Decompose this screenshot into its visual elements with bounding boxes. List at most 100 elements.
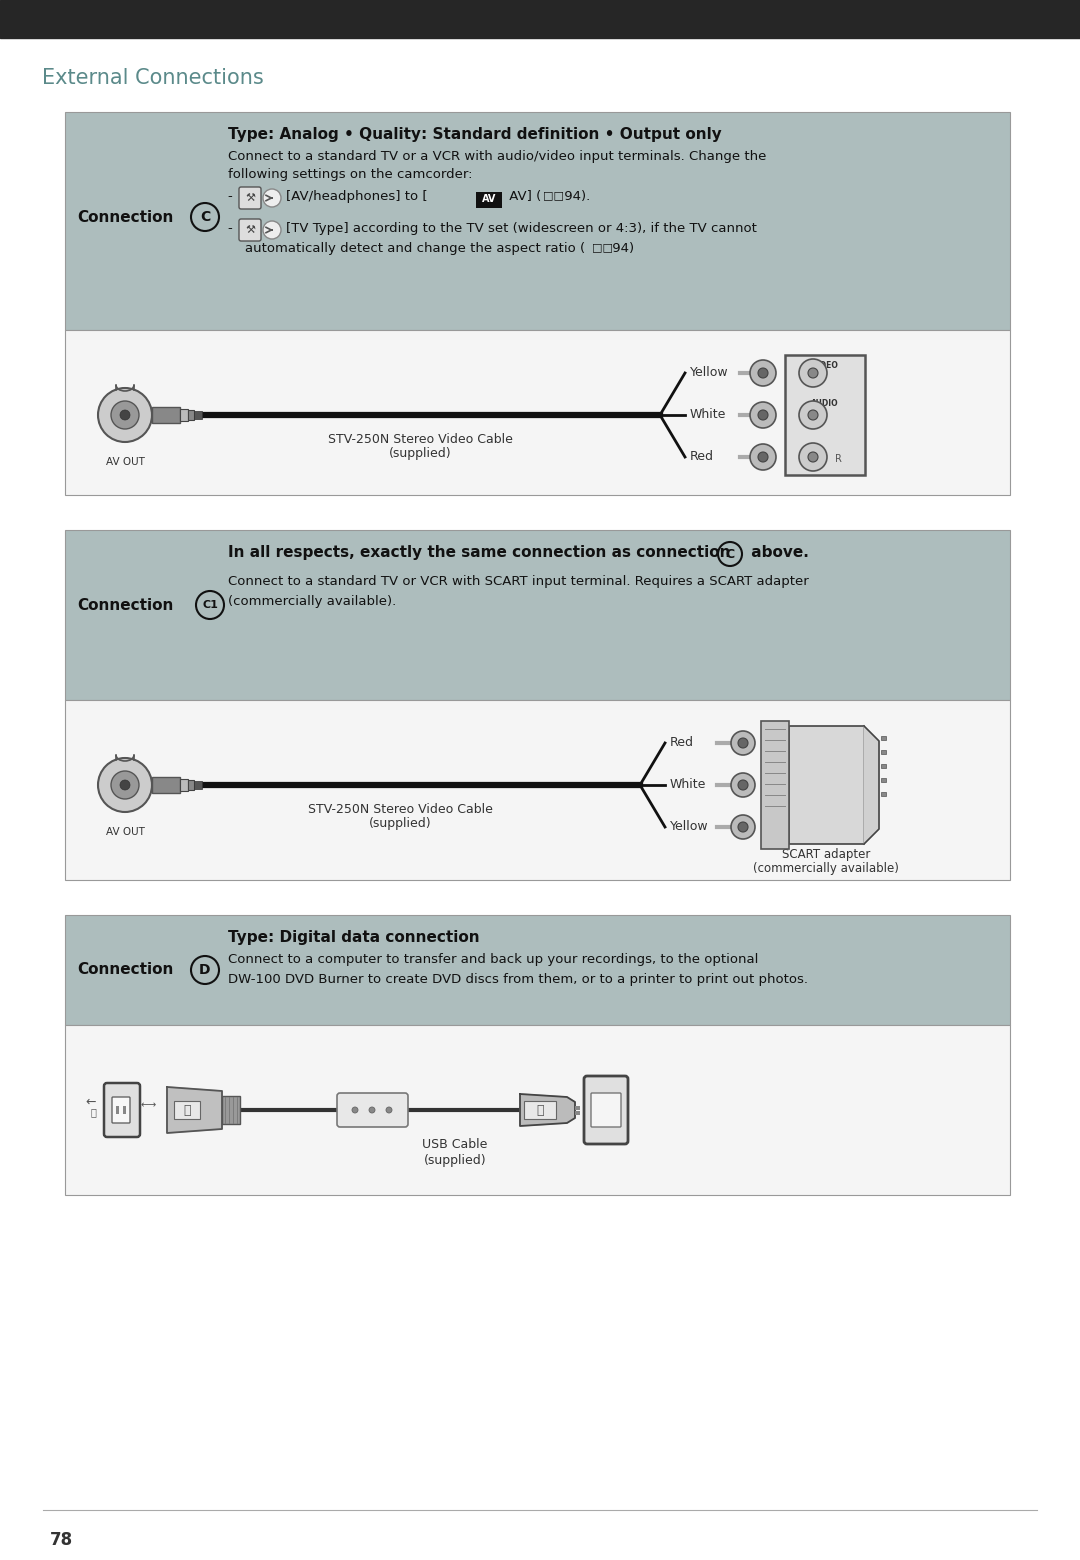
Text: USB Cable: USB Cable <box>422 1137 488 1151</box>
Text: Connect to a standard TV or VCR with SCART input terminal. Requires a SCART adap: Connect to a standard TV or VCR with SCA… <box>228 576 809 588</box>
FancyBboxPatch shape <box>584 1076 627 1143</box>
Text: C: C <box>726 548 734 560</box>
Circle shape <box>799 443 827 471</box>
FancyBboxPatch shape <box>337 1094 408 1126</box>
Text: Yellow: Yellow <box>670 821 708 833</box>
FancyBboxPatch shape <box>524 1101 556 1119</box>
Bar <box>65 331 1010 495</box>
Circle shape <box>758 410 768 420</box>
Circle shape <box>799 359 827 387</box>
Text: DW-100 DVD Burner to create DVD discs from them, or to a printer to print out ph: DW-100 DVD Burner to create DVD discs fr… <box>228 973 808 986</box>
Text: ⭘: ⭘ <box>184 1103 191 1117</box>
Circle shape <box>738 780 748 789</box>
Text: White: White <box>670 778 706 791</box>
Circle shape <box>369 1108 375 1112</box>
Bar <box>194 782 202 789</box>
Bar <box>116 1106 119 1114</box>
Circle shape <box>731 732 755 755</box>
Text: R: R <box>835 454 842 463</box>
Text: STV-250N Stereo Video Cable: STV-250N Stereo Video Cable <box>327 434 512 446</box>
Bar <box>881 750 886 753</box>
Bar <box>575 1111 580 1115</box>
Text: White: White <box>690 409 727 421</box>
Text: AUDIO: AUDIO <box>811 399 839 409</box>
Text: (commercially available): (commercially available) <box>753 863 899 875</box>
Text: 94): 94) <box>608 242 634 254</box>
Text: ←: ← <box>85 1095 95 1109</box>
Text: [TV Type] according to the TV set (widescreen or 4:3), if the TV cannot: [TV Type] according to the TV set (wides… <box>286 222 757 236</box>
FancyBboxPatch shape <box>104 1083 140 1137</box>
Text: ⭘: ⭘ <box>537 1103 543 1117</box>
Circle shape <box>98 388 152 441</box>
Circle shape <box>111 771 139 799</box>
Bar <box>0 0 1080 37</box>
Bar <box>575 1106 580 1111</box>
Text: C1: C1 <box>202 601 218 610</box>
Circle shape <box>731 774 755 797</box>
Circle shape <box>808 410 818 420</box>
Circle shape <box>120 780 130 789</box>
Circle shape <box>758 452 768 462</box>
Text: ⊕: ⊕ <box>184 1103 194 1117</box>
Circle shape <box>758 368 768 378</box>
Text: (supplied): (supplied) <box>423 1154 486 1167</box>
Text: [AV/headphones] to [: [AV/headphones] to [ <box>286 190 428 203</box>
FancyBboxPatch shape <box>239 218 261 240</box>
Circle shape <box>264 189 281 207</box>
Circle shape <box>738 822 748 831</box>
Text: C: C <box>200 211 211 225</box>
Text: (supplied): (supplied) <box>389 448 451 460</box>
Text: □□: □□ <box>543 190 564 200</box>
Bar <box>789 725 864 844</box>
Text: (commercially available).: (commercially available). <box>228 594 396 608</box>
Text: AV] (: AV] ( <box>505 190 541 203</box>
Circle shape <box>750 445 777 470</box>
Text: SCART adapter: SCART adapter <box>782 849 870 861</box>
Bar <box>476 192 502 207</box>
FancyBboxPatch shape <box>239 187 261 209</box>
Circle shape <box>738 738 748 747</box>
Text: automatically detect and change the aspect ratio (: automatically detect and change the aspe… <box>228 242 585 254</box>
Text: following settings on the camcorder:: following settings on the camcorder: <box>228 168 473 181</box>
Circle shape <box>352 1108 357 1112</box>
Bar <box>152 407 180 423</box>
Bar <box>180 778 188 791</box>
Circle shape <box>750 402 777 427</box>
Text: ⚒: ⚒ <box>245 193 255 203</box>
Text: Connect to a standard TV or a VCR with audio/video input terminals. Change the: Connect to a standard TV or a VCR with a… <box>228 150 767 162</box>
Bar <box>123 1106 126 1114</box>
Circle shape <box>264 222 281 239</box>
Bar <box>65 530 1010 700</box>
Circle shape <box>799 401 827 429</box>
Text: AV OUT: AV OUT <box>106 457 145 466</box>
Circle shape <box>111 401 139 429</box>
Text: above.: above. <box>746 544 809 560</box>
Text: 94).: 94). <box>561 190 591 203</box>
Text: AV OUT: AV OUT <box>106 827 145 838</box>
Text: -: - <box>228 190 237 203</box>
Bar <box>761 721 789 849</box>
Bar <box>65 916 1010 1025</box>
Text: Connection: Connection <box>77 963 174 978</box>
Polygon shape <box>519 1094 575 1126</box>
Text: □□: □□ <box>592 242 613 253</box>
Bar <box>188 780 194 789</box>
Bar <box>222 1097 240 1125</box>
Circle shape <box>98 758 152 813</box>
Text: ⚒: ⚒ <box>245 225 255 236</box>
Circle shape <box>808 452 818 462</box>
Text: Red: Red <box>690 451 714 463</box>
Bar <box>188 410 194 420</box>
Text: 78: 78 <box>50 1530 73 1549</box>
Text: ←→: ←→ <box>141 1100 158 1111</box>
Text: Yellow: Yellow <box>690 367 729 379</box>
Circle shape <box>808 368 818 378</box>
Bar <box>65 112 1010 331</box>
Text: -: - <box>228 222 237 236</box>
Text: Type: Analog • Quality: Standard definition • Output only: Type: Analog • Quality: Standard definit… <box>228 126 721 142</box>
Bar <box>881 778 886 782</box>
Text: In all respects, exactly the same connection as connection: In all respects, exactly the same connec… <box>228 544 730 560</box>
Text: Connection: Connection <box>77 209 174 225</box>
Circle shape <box>731 814 755 839</box>
Text: Red: Red <box>670 736 694 749</box>
